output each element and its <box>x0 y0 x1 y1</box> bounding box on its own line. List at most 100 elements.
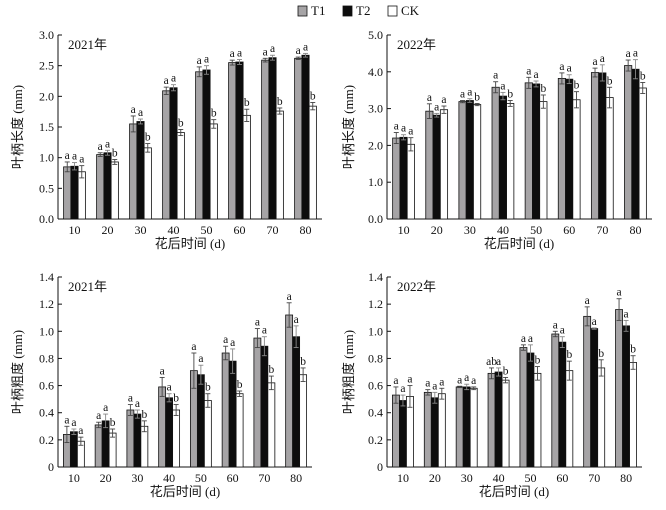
significance-letter: a <box>553 319 558 331</box>
panel-year-label: 2022年 <box>397 37 436 52</box>
bar-ck <box>172 409 181 468</box>
significance-letter: a <box>394 121 399 133</box>
y-tick-label: 0 <box>48 460 54 474</box>
significance-letter: b <box>540 83 546 95</box>
legend: T1 T2 CK <box>297 3 420 18</box>
bar-ck <box>605 97 614 220</box>
significance-letter: a <box>294 314 299 326</box>
legend-label-t2: T2 <box>356 3 370 18</box>
significance-letter: a <box>230 48 235 60</box>
y-tick-label: 0.6 <box>39 379 54 393</box>
x-tick-label: 70 <box>596 223 608 237</box>
y-tick-label: 0.8 <box>368 351 383 365</box>
bar-t2 <box>399 136 408 220</box>
x-tick-label: 30 <box>464 223 476 237</box>
bar-t1 <box>228 62 237 220</box>
significance-letter: a <box>464 372 469 384</box>
significance-letter: a <box>138 107 143 119</box>
bar-t2 <box>494 371 503 468</box>
y-tick-label: 1.0 <box>368 175 383 189</box>
bar-t1 <box>162 90 171 220</box>
significance-letter: b <box>630 344 636 356</box>
y-tick-label: 3.0 <box>39 28 54 42</box>
significance-letter: a <box>425 378 430 390</box>
y-tick-label: 0.4 <box>39 406 54 420</box>
significance-letter: a <box>255 317 260 329</box>
significance-letter: a <box>560 325 565 337</box>
bar-t2 <box>70 165 79 220</box>
significance-letter: a <box>197 55 202 67</box>
legend-label-t1: T1 <box>311 3 325 18</box>
bar-t2 <box>133 413 142 468</box>
x-tick-label: 60 <box>227 471 239 485</box>
significance-letter: a <box>521 333 526 345</box>
bar-t1 <box>392 394 400 468</box>
significance-letter: a <box>592 316 597 328</box>
significance-letter: a <box>191 341 196 353</box>
y-axis-title: 叶柄粗度 (mm) <box>10 330 25 414</box>
significance-letter: a <box>262 325 267 337</box>
bar-t1 <box>253 337 262 468</box>
y-tick-label: 1.0 <box>39 324 54 338</box>
significance-letter: a <box>71 417 76 429</box>
bar-t2 <box>69 431 78 468</box>
significance-letter: a <box>400 383 405 395</box>
bar-ck <box>235 393 244 468</box>
significance-letter: b <box>112 148 118 160</box>
significance-letter: b <box>503 365 509 377</box>
significance-letter: a <box>626 48 631 60</box>
bar-t2 <box>399 400 407 468</box>
significance-letter: a <box>439 376 444 388</box>
significance-letter: a <box>393 375 398 387</box>
bar-t2 <box>462 386 471 468</box>
bar-ck <box>597 367 606 468</box>
y-tick-label: 0.4 <box>368 406 383 420</box>
x-tick-label: 40 <box>163 471 175 485</box>
x-tick-label: 20 <box>429 471 441 485</box>
x-tick-label: 30 <box>135 223 147 237</box>
bar-ck <box>242 114 251 220</box>
significance-letter: b <box>566 349 572 361</box>
y-tick-label: 1.4 <box>368 270 383 284</box>
bar-t2 <box>432 114 441 220</box>
x-tick-label: 30 <box>131 471 143 485</box>
x-tick-label: 10 <box>68 471 80 485</box>
bar-t2 <box>532 83 541 220</box>
bar-ck <box>473 104 482 220</box>
significance-letter: a <box>160 365 165 377</box>
y-tick-label: 1.0 <box>39 151 54 165</box>
significance-letter: a <box>493 70 498 82</box>
bar-t2 <box>565 78 574 220</box>
x-tick-label: 40 <box>497 223 509 237</box>
bar-t2 <box>202 69 211 220</box>
y-tick-label: 2.5 <box>39 59 54 73</box>
x-tick-label: 50 <box>195 471 207 485</box>
significance-letter: a <box>467 87 472 99</box>
significance-letter: a <box>407 374 412 386</box>
bar-ck <box>209 123 218 220</box>
bar-t1 <box>551 333 560 468</box>
x-axis-title: 花后时间 (d) <box>155 236 225 251</box>
bar-t1 <box>392 137 401 220</box>
x-tick-label: 60 <box>563 223 575 237</box>
significance-letter: a <box>592 56 597 68</box>
y-tick-label: 1.2 <box>368 297 383 311</box>
x-tick-label: 70 <box>588 471 600 485</box>
bar-t1 <box>491 86 500 220</box>
bar-ck <box>629 362 637 468</box>
significance-letter: b <box>141 409 147 421</box>
y-tick-label: 0.2 <box>368 433 383 447</box>
significance-letter: b <box>244 97 250 109</box>
significance-letter: a <box>79 154 84 166</box>
bar-t1 <box>63 166 72 220</box>
significance-letter: a <box>105 138 110 150</box>
bar-t2 <box>526 352 535 468</box>
x-tick-label: 60 <box>234 223 246 237</box>
significance-letter: a <box>432 380 437 392</box>
x-tick-label: 80 <box>290 471 302 485</box>
x-tick-label: 80 <box>620 471 632 485</box>
bar-t1 <box>455 386 464 468</box>
bar-ck <box>267 382 276 468</box>
bar-ck <box>439 109 449 220</box>
bar-t1 <box>458 101 467 220</box>
